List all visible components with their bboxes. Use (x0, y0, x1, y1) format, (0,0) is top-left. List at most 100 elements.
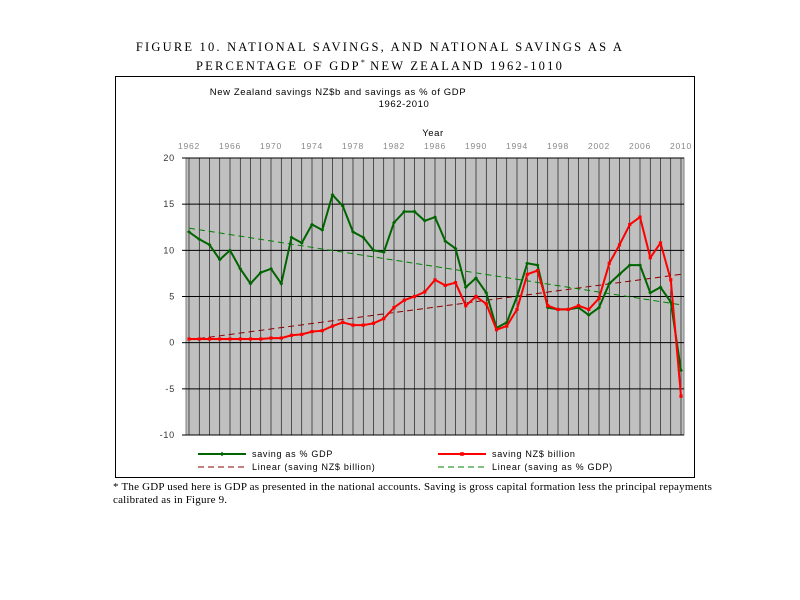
x-tick-label: 1978 (342, 141, 364, 151)
data-point (341, 320, 345, 324)
figure-title: FIGURE 10. NATIONAL SAVINGS, AND NATIONA… (0, 40, 760, 74)
data-point (423, 290, 427, 294)
data-point (535, 263, 540, 268)
legend-label: saving as % GDP (252, 449, 333, 459)
data-point (576, 304, 581, 308)
chart-subtitle: 1962-2010 (379, 99, 430, 110)
data-point (433, 278, 437, 282)
data-point (648, 290, 653, 295)
x-tick-label: 2006 (629, 141, 651, 151)
data-point (218, 337, 222, 341)
y-tick-label: 15 (163, 199, 175, 209)
data-point (566, 307, 570, 312)
y-tick-label: -10 (160, 430, 175, 440)
plot-area: 20 15 10 5 0 -5 -10 1962 1966 1970 1974 1978 1982 198… (160, 141, 692, 440)
data-point (597, 296, 601, 300)
data-point (443, 283, 447, 288)
data-point (453, 281, 458, 285)
data-point (330, 192, 335, 197)
data-point (535, 269, 540, 273)
x-tick-label: 1990 (465, 141, 487, 151)
data-point (607, 281, 612, 286)
data-point (340, 204, 345, 209)
data-point (197, 337, 201, 341)
data-point (207, 242, 212, 247)
data-point (228, 337, 232, 341)
y-tick-label: 5 (169, 292, 175, 302)
data-point (597, 305, 601, 310)
y-tick-label: 20 (163, 153, 175, 163)
data-point (279, 336, 283, 340)
figure-title-line-2: PERCENTAGE OF GDP* NEW ZEALAND 1962-1010 (0, 55, 760, 74)
x-tick-label: 1986 (424, 141, 446, 151)
data-point (371, 248, 376, 253)
data-point (658, 285, 663, 290)
data-point (474, 294, 478, 299)
x-tick-label: 2002 (588, 141, 610, 151)
chart-svg: New Zealand savings NZ$b and savings as … (160, 87, 692, 472)
data-point (320, 228, 325, 233)
data-point (628, 222, 632, 227)
data-point (668, 300, 673, 305)
data-point (248, 337, 253, 341)
data-point (443, 239, 448, 244)
data-point (494, 328, 499, 332)
data-point (269, 266, 273, 271)
figure-title-line-1: FIGURE 10. NATIONAL SAVINGS, AND NATIONA… (135, 40, 625, 54)
data-point (586, 312, 591, 317)
x-axis-label: Year (422, 128, 444, 139)
data-point (207, 337, 212, 341)
data-point (464, 304, 468, 308)
chart-frame: New Zealand savings NZ$b and savings as … (115, 76, 695, 478)
x-tick-label: 1962 (178, 141, 200, 151)
data-point (258, 270, 263, 275)
data-point (556, 307, 560, 312)
data-point (433, 215, 437, 220)
footnote: * The GDP used here is GDP as presented … (113, 481, 713, 506)
data-point (658, 241, 663, 245)
legend-marker (219, 451, 225, 457)
data-point (453, 246, 458, 251)
data-point (361, 323, 365, 327)
data-point (525, 261, 530, 266)
legend-label: saving NZ$ billion (492, 449, 576, 459)
data-point (617, 243, 622, 247)
trendline (188, 273, 682, 341)
data-point (279, 281, 284, 286)
data-point (638, 215, 642, 219)
data-point (361, 235, 366, 240)
data-point (310, 222, 314, 227)
data-point (484, 302, 488, 306)
data-point (402, 209, 407, 214)
data-point (392, 305, 396, 310)
y-tick-label: -5 (165, 384, 175, 394)
data-point (546, 304, 550, 308)
data-point (381, 250, 386, 255)
data-point (269, 336, 273, 340)
data-point (392, 220, 396, 225)
data-point (515, 307, 519, 312)
y-tick-label: 0 (169, 338, 175, 348)
data-point (412, 294, 417, 299)
data-point (187, 337, 191, 341)
data-point (402, 298, 406, 302)
data-point (299, 240, 304, 245)
data-point (463, 285, 468, 290)
data-point (289, 333, 294, 337)
x-tick-label: 1982 (383, 141, 405, 151)
data-point (351, 229, 355, 234)
x-tick-label: 1994 (506, 141, 528, 151)
data-point (627, 263, 632, 268)
data-point (412, 209, 417, 214)
y-tick-label: 10 (163, 245, 175, 255)
data-point (330, 324, 335, 328)
data-point (607, 261, 611, 265)
data-point (217, 257, 222, 262)
data-point (248, 281, 253, 286)
x-tick-label: 2010 (670, 141, 692, 151)
data-point (197, 237, 202, 242)
x-tick-label: 1974 (301, 141, 323, 151)
data-point (617, 272, 622, 277)
data-point (310, 329, 314, 334)
data-point (320, 329, 324, 333)
